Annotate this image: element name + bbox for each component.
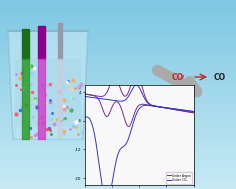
Bar xyxy=(0,123,236,128)
Bar xyxy=(0,47,236,52)
Bar xyxy=(22,29,29,59)
Bar xyxy=(0,14,236,19)
Bar xyxy=(0,184,236,189)
Bar xyxy=(0,151,236,156)
Bar xyxy=(0,161,236,165)
Bar xyxy=(0,90,236,94)
Bar xyxy=(0,156,236,161)
Bar xyxy=(58,59,62,137)
Bar xyxy=(0,66,236,71)
Text: ₂: ₂ xyxy=(178,74,184,80)
Bar xyxy=(0,28,236,33)
Bar xyxy=(0,43,236,47)
Bar xyxy=(0,19,236,24)
Bar xyxy=(0,165,236,170)
Bar xyxy=(0,24,236,28)
Bar xyxy=(0,113,236,118)
Bar xyxy=(0,71,236,76)
Bar xyxy=(0,146,236,151)
Bar xyxy=(0,57,236,61)
Bar xyxy=(22,59,29,139)
Bar xyxy=(0,128,236,132)
Text: CO: CO xyxy=(172,73,184,81)
Bar xyxy=(0,142,236,146)
Bar xyxy=(0,5,236,9)
Polygon shape xyxy=(14,59,82,139)
Bar xyxy=(0,76,236,80)
Bar xyxy=(0,118,236,123)
Bar xyxy=(0,38,236,43)
Bar xyxy=(0,9,236,14)
Bar xyxy=(0,33,236,38)
Bar xyxy=(58,23,62,59)
Polygon shape xyxy=(8,31,88,139)
Bar xyxy=(0,0,236,5)
Bar xyxy=(0,99,236,104)
Bar xyxy=(0,132,236,137)
Bar xyxy=(38,26,45,59)
Bar xyxy=(0,52,236,57)
Polygon shape xyxy=(15,127,81,139)
Bar xyxy=(0,94,236,99)
Bar xyxy=(0,61,236,66)
Bar xyxy=(38,59,45,139)
Text: CO: CO xyxy=(214,73,226,81)
Bar xyxy=(0,104,236,109)
Polygon shape xyxy=(85,84,175,154)
Bar xyxy=(0,170,236,175)
Bar xyxy=(0,85,236,90)
Bar xyxy=(0,180,236,184)
Bar xyxy=(0,137,236,142)
Bar xyxy=(0,80,236,85)
Legend: Under Argon, Under CO₂: Under Argon, Under CO₂ xyxy=(166,172,192,184)
Bar xyxy=(0,175,236,180)
Bar xyxy=(0,109,236,113)
